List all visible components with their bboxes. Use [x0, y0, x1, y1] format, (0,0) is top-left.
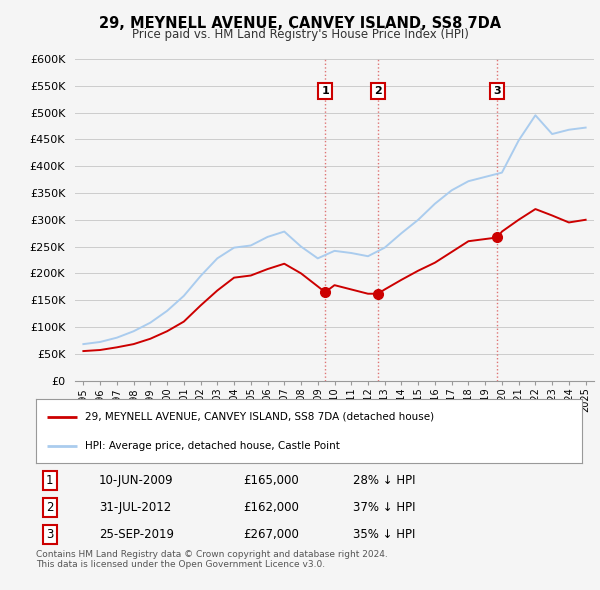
- Text: Price paid vs. HM Land Registry's House Price Index (HPI): Price paid vs. HM Land Registry's House …: [131, 28, 469, 41]
- Text: 3: 3: [46, 528, 53, 541]
- Text: 35% ↓ HPI: 35% ↓ HPI: [353, 528, 415, 541]
- Text: Contains HM Land Registry data © Crown copyright and database right 2024.
This d: Contains HM Land Registry data © Crown c…: [36, 550, 388, 569]
- Text: 2: 2: [374, 86, 382, 96]
- Text: 1: 1: [321, 86, 329, 96]
- Text: 1: 1: [46, 474, 53, 487]
- Text: £267,000: £267,000: [244, 528, 299, 541]
- Text: 10-JUN-2009: 10-JUN-2009: [99, 474, 173, 487]
- Text: 2: 2: [46, 501, 53, 514]
- Text: HPI: Average price, detached house, Castle Point: HPI: Average price, detached house, Cast…: [85, 441, 340, 451]
- Text: £162,000: £162,000: [244, 501, 299, 514]
- Text: 28% ↓ HPI: 28% ↓ HPI: [353, 474, 415, 487]
- Text: 37% ↓ HPI: 37% ↓ HPI: [353, 501, 415, 514]
- Text: 3: 3: [494, 86, 501, 96]
- Text: 29, MEYNELL AVENUE, CANVEY ISLAND, SS8 7DA: 29, MEYNELL AVENUE, CANVEY ISLAND, SS8 7…: [99, 16, 501, 31]
- Text: 29, MEYNELL AVENUE, CANVEY ISLAND, SS8 7DA (detached house): 29, MEYNELL AVENUE, CANVEY ISLAND, SS8 7…: [85, 412, 434, 422]
- Text: 25-SEP-2019: 25-SEP-2019: [99, 528, 174, 541]
- Text: £165,000: £165,000: [244, 474, 299, 487]
- Text: 31-JUL-2012: 31-JUL-2012: [99, 501, 171, 514]
